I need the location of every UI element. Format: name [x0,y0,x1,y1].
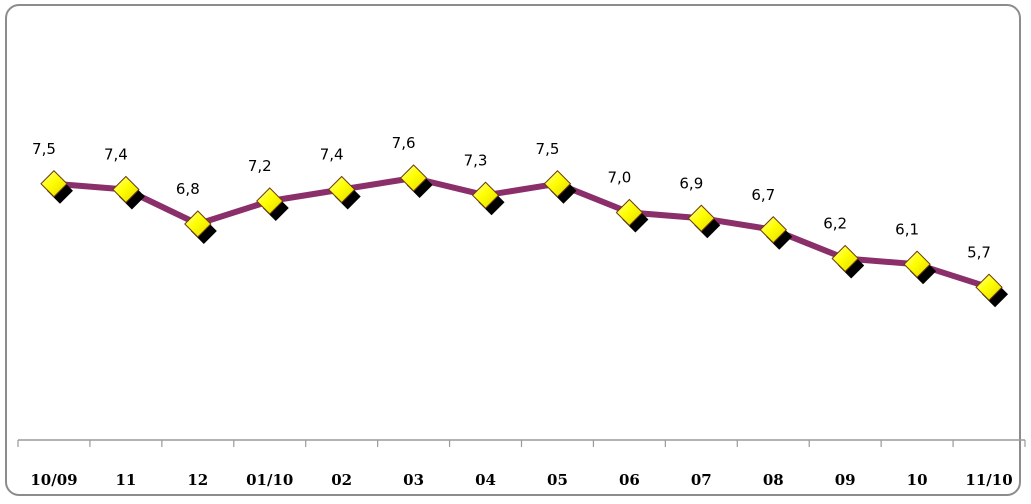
data-point-marker [399,164,433,198]
x-tick-label: 07 [691,471,712,489]
x-tick-label: 09 [835,471,856,489]
marker-diamond [615,198,644,227]
marker-diamond [40,170,68,198]
x-tick-label: 12 [187,471,208,489]
x-tick-label: 05 [547,471,568,489]
data-point-marker [903,250,937,285]
marker-diamond [543,170,572,198]
marker-diamond [256,187,284,215]
x-tick-label: 01/10 [246,471,293,489]
x-tick-label: 03 [403,471,424,489]
data-label: 7,3 [464,151,488,169]
marker-diamond [327,175,356,204]
x-tick-label: 06 [619,471,640,489]
marker-diamond [399,164,428,192]
data-label: 6,8 [176,180,200,198]
data-point-marker [256,187,289,221]
data-point-marker [687,204,721,239]
marker-diamond [975,273,1003,301]
data-label: 7,0 [607,169,631,187]
data-label: 7,2 [248,157,272,175]
data-label: 7,5 [32,140,56,158]
data-point-marker [975,273,1009,308]
marker-diamond [687,204,716,232]
marker-diamond [184,210,212,238]
data-point-marker [759,216,793,250]
data-point-marker [112,175,145,210]
x-tick-label: 10/09 [30,471,77,489]
x-tick-label: 08 [763,471,784,489]
series-line [51,175,992,291]
data-point-marker [327,175,361,210]
data-label: 7,6 [392,134,416,152]
data-point-marker [471,181,505,216]
marker-diamond [112,175,140,204]
data-label: 7,4 [320,146,344,164]
data-point-marker [543,170,577,204]
x-tick-label: 11/10 [965,471,1012,489]
data-label: 7,4 [104,146,128,164]
data-point-marker [615,198,649,233]
data-label: 7,5 [536,140,560,158]
x-tick-label: 10 [907,471,928,489]
data-label: 6,1 [895,220,919,238]
data-point-marker [40,170,73,204]
data-point-marker [184,210,217,244]
data-label: 6,7 [751,186,775,204]
x-tick-label: 02 [331,471,352,489]
marker-diamond [471,181,500,209]
data-point-marker [831,244,865,279]
marker-diamond [903,250,931,278]
marker-diamond [759,216,787,244]
chart-frame [5,4,1021,496]
marker-diamond [831,244,859,273]
x-tick-label: 04 [475,471,496,489]
data-label: 6,2 [823,215,847,233]
data-label: 6,9 [679,174,703,192]
data-label: 5,7 [967,243,991,261]
x-tick-label: 11 [115,471,136,489]
